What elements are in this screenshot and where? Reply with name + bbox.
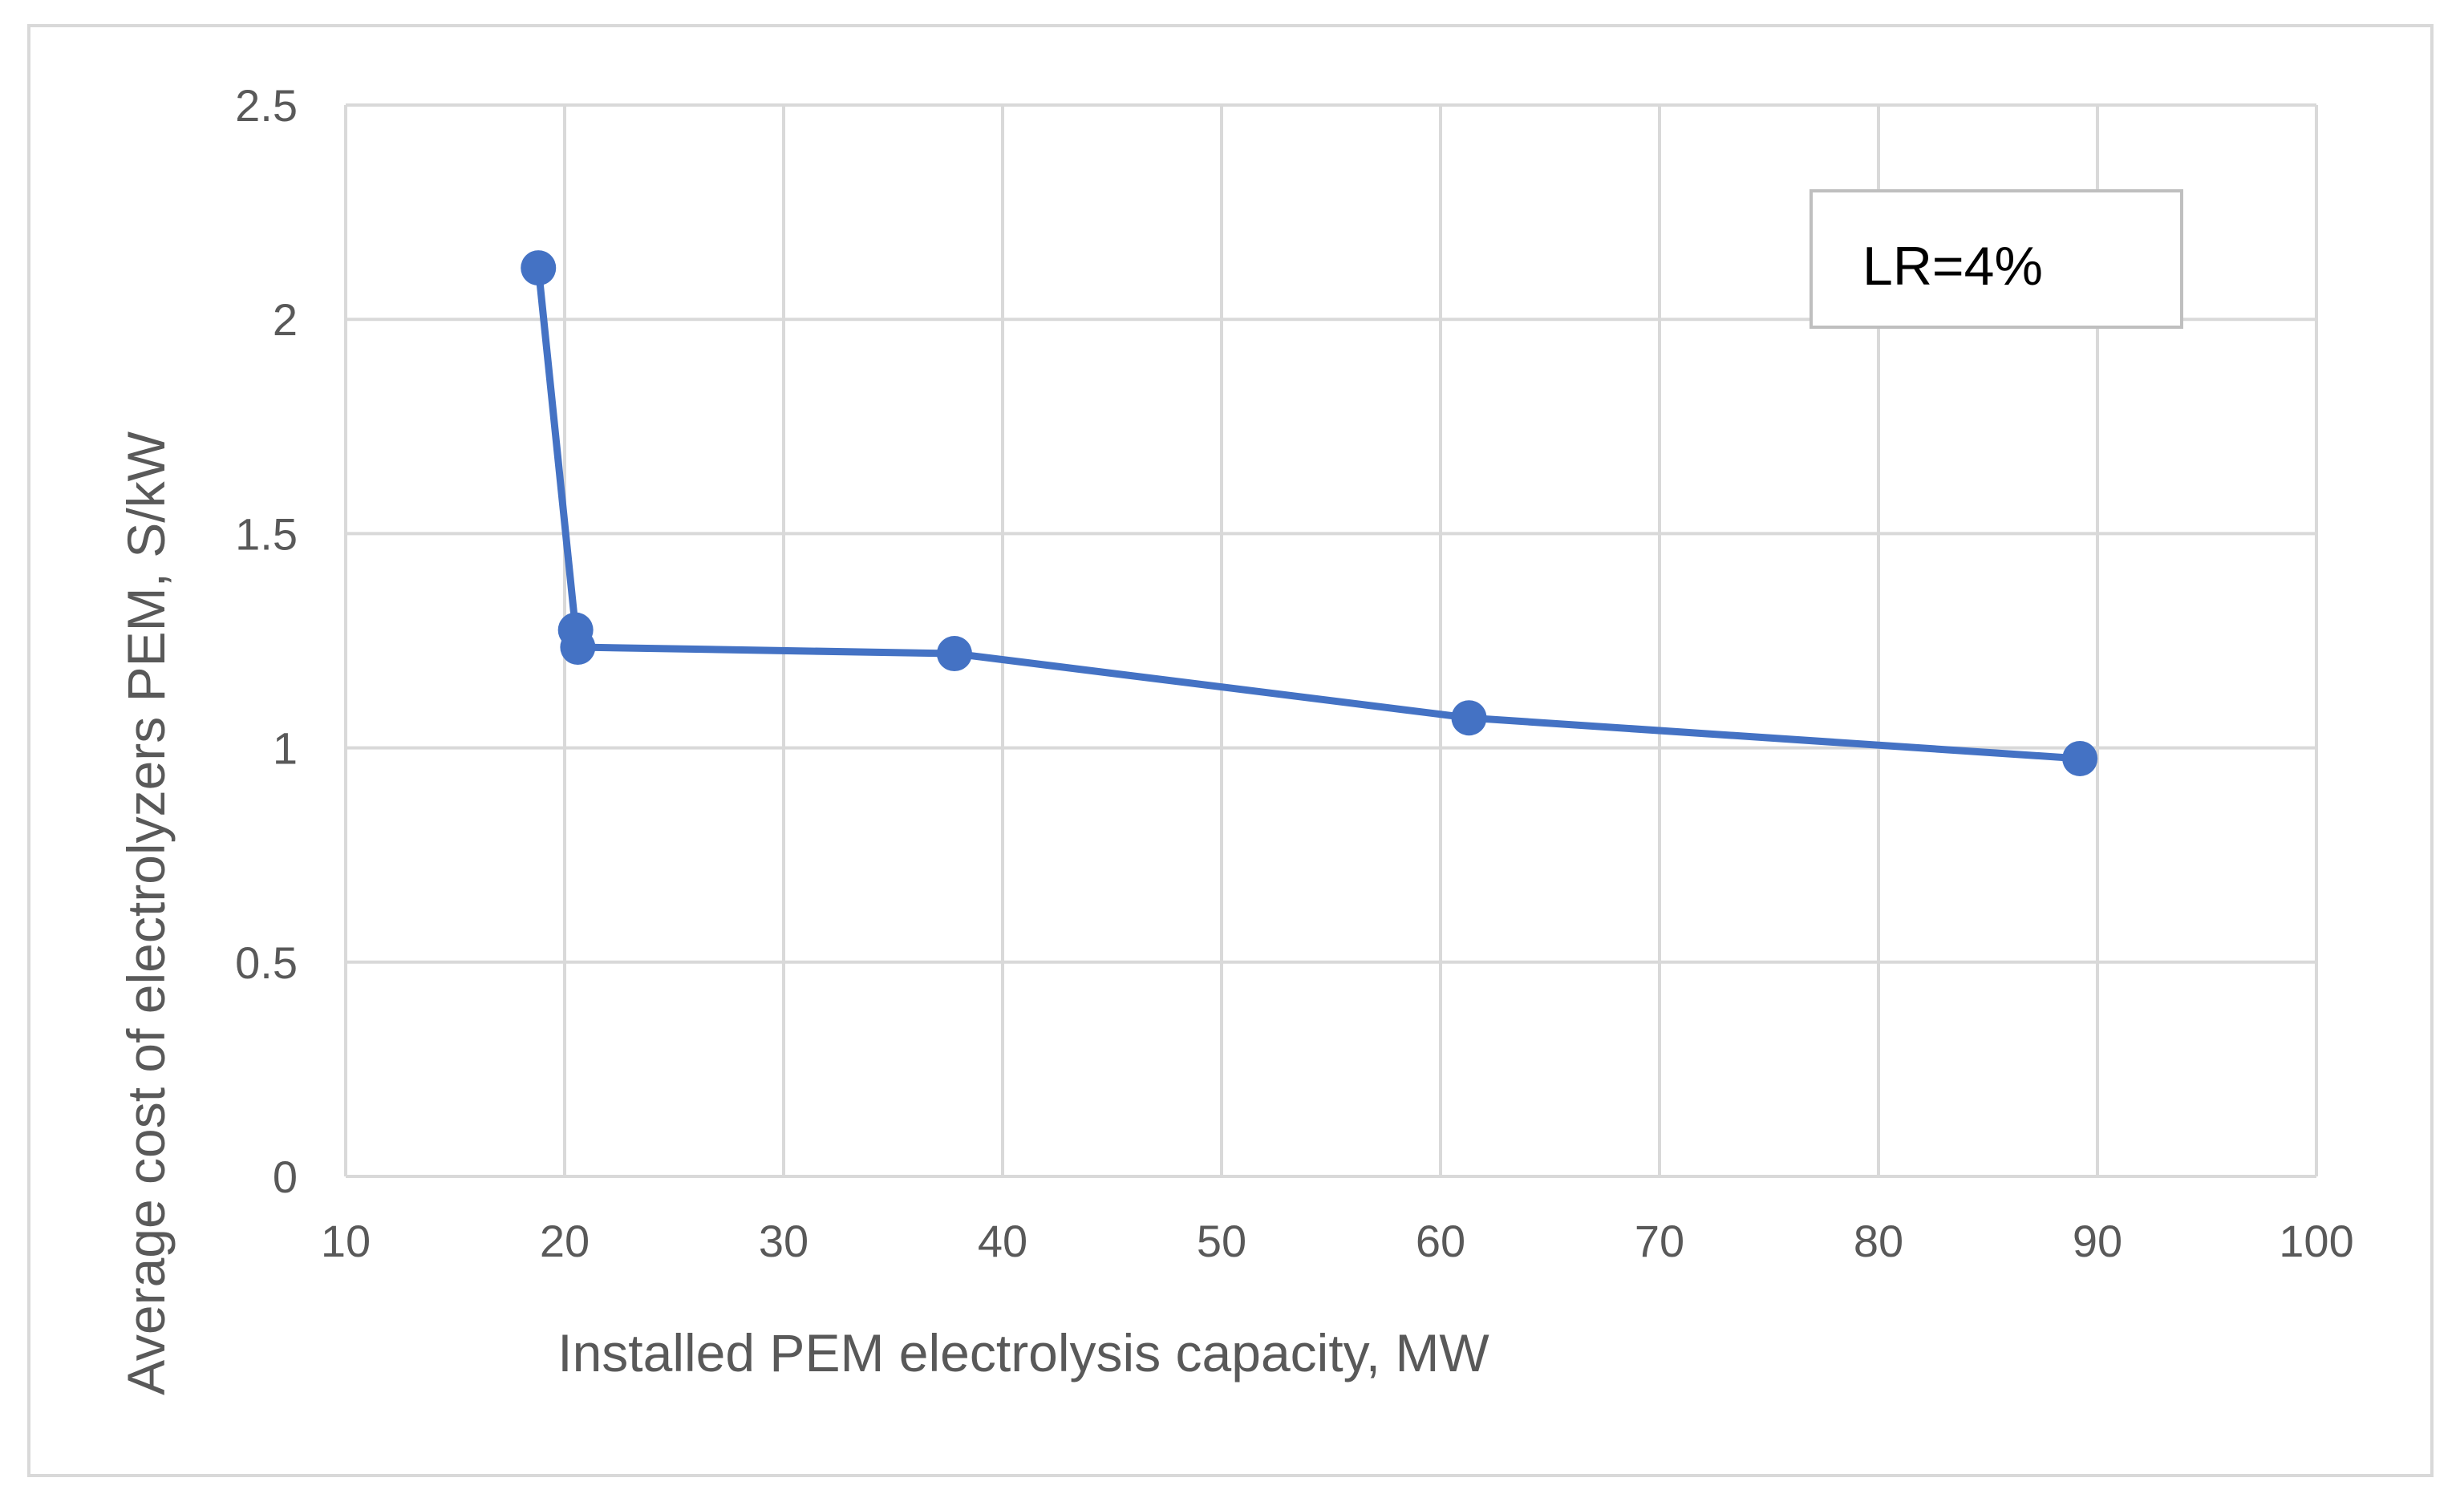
annotation-box: [1810, 189, 2183, 329]
y-tick-label: 1: [273, 723, 298, 774]
annotation-text: LR=4%: [1862, 236, 2043, 297]
x-tick-label: 60: [1416, 1216, 1465, 1266]
y-tick-label: 2.5: [235, 80, 298, 131]
series: [521, 250, 2098, 776]
x-tick-label: 70: [1635, 1216, 1684, 1266]
y-tick-label: 0.5: [235, 937, 298, 988]
x-tick-label: 50: [1197, 1216, 1246, 1266]
y-tick-label: 1.5: [235, 508, 298, 559]
series-line: [534, 264, 2084, 763]
x-tick-label: 100: [2279, 1216, 2353, 1266]
y-tick-label: 0: [273, 1152, 298, 1202]
data-point: [2062, 740, 2098, 776]
x-tick-label: 90: [2073, 1216, 2122, 1266]
x-tick-label: 30: [759, 1216, 808, 1266]
x-tick-label: 20: [540, 1216, 590, 1266]
x-tick-label: 10: [321, 1216, 371, 1266]
x-tick-label: 80: [1854, 1216, 1903, 1266]
data-point: [521, 250, 557, 286]
data-point: [936, 636, 972, 672]
data-point: [560, 630, 596, 666]
y-tick-label: 2: [273, 294, 298, 345]
legend-annotation: LR=4%: [1810, 189, 2183, 329]
data-point: [1451, 700, 1487, 736]
y-axis-title: Average cost of electrolyzers PEM, S/kW: [116, 431, 176, 1395]
x-axis-title: Installed PEM electrolysis capacity, MW: [557, 1323, 1489, 1382]
x-tick-label: 40: [978, 1216, 1027, 1266]
tick-labels: 10 20 30 40 50 60 70 80 90 100 0 0.5 1 1.5 2 2.5: [235, 80, 2354, 1266]
